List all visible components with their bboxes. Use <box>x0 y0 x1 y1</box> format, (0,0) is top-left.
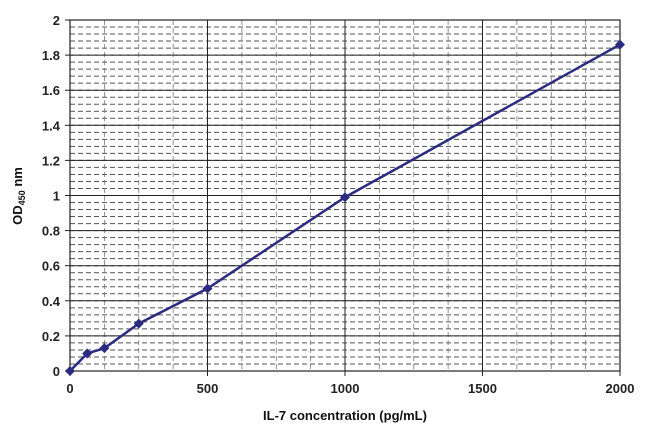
data-point <box>615 39 625 50</box>
y-axis-label: OD450 nm <box>10 167 27 225</box>
x-tick-label: 2000 <box>606 381 635 396</box>
grid <box>69 19 621 372</box>
data-point <box>82 348 93 359</box>
y-tick-label: 1.2 <box>42 153 60 168</box>
y-tick-label: 0.8 <box>42 224 60 239</box>
y-tick-label: 1.4 <box>42 118 61 133</box>
y-tick-label: 2 <box>53 13 60 28</box>
y-tick-label: 1.6 <box>42 83 60 98</box>
y-tick-label: 0 <box>53 364 60 379</box>
x-tick-label: 0 <box>66 381 73 396</box>
x-tick-label: 1000 <box>331 381 360 396</box>
data-point <box>340 192 350 203</box>
axes <box>65 19 621 376</box>
data-point <box>133 318 144 329</box>
data-point <box>202 283 213 294</box>
data-point <box>65 366 75 376</box>
data-point <box>99 343 110 354</box>
y-tick-label: 1 <box>53 189 60 204</box>
x-tick-label: 1500 <box>468 381 497 396</box>
y-tick-label: 0.2 <box>42 329 60 344</box>
x-axis-label: IL-7 concentration (pg/mL) <box>263 408 427 423</box>
series <box>65 39 625 376</box>
y-tick-label: 1.8 <box>42 48 60 63</box>
tick-labels: 0 0.2 0.4 0.6 0.8 1 1.2 1.4 1.6 1.8 2 0 500 1000 1500 2… <box>42 13 635 396</box>
y-tick-label: 0.4 <box>42 294 61 309</box>
x-tick-label: 500 <box>197 381 219 396</box>
y-tick-label: 0.6 <box>42 259 60 274</box>
